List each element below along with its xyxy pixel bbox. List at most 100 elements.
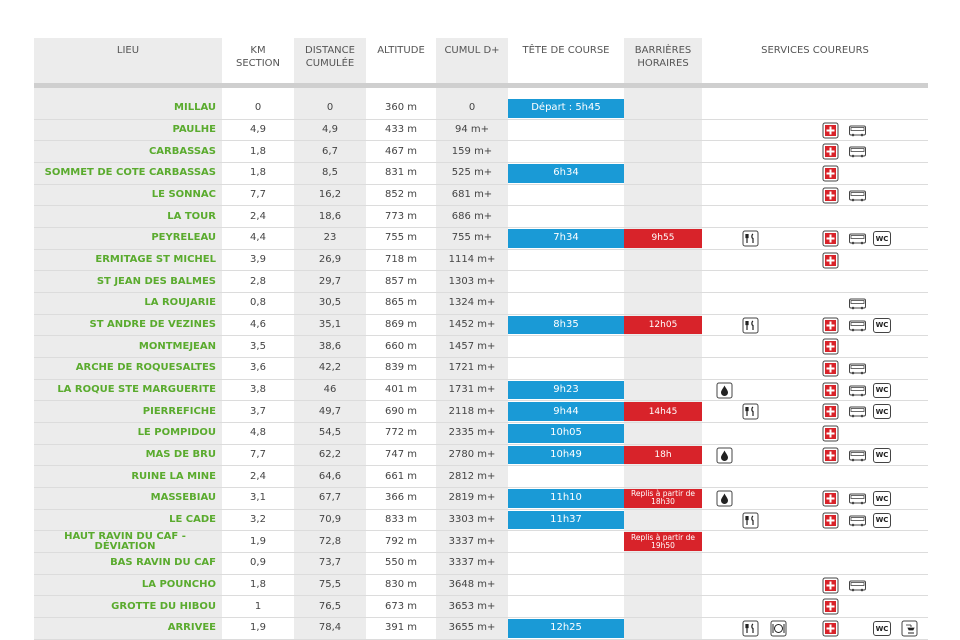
water-icon <box>716 490 733 507</box>
row-divider <box>34 573 928 575</box>
aid-glyph <box>822 447 838 464</box>
row-divider <box>34 292 928 294</box>
place-name: SOMMET DE COTE CARBASSAS <box>44 167 216 179</box>
row-divider <box>34 422 928 424</box>
food-icon <box>742 317 759 334</box>
place-name: MASSEBIAU <box>150 492 216 504</box>
aid-icon <box>822 187 839 204</box>
cutoff-time: 12h05 <box>624 315 702 335</box>
table-cell: 673 m <box>384 600 417 612</box>
table-cell: 3655 m+ <box>448 622 496 634</box>
table-cell: 1114 m+ <box>448 254 496 266</box>
row-divider <box>34 487 928 489</box>
table-cell: 681 m+ <box>451 189 493 200</box>
table-cell: 75,5 <box>318 579 342 591</box>
aid-icon <box>822 403 839 420</box>
table-cell: 3337 m+ <box>448 535 496 547</box>
column-bg <box>702 38 928 640</box>
row-divider <box>34 162 928 163</box>
row-divider <box>34 335 928 337</box>
table-cell: 3337 m+ <box>448 557 496 569</box>
leader-time: 9h23 <box>508 380 624 400</box>
table-cell: 76,5 <box>318 600 342 612</box>
table-cell: 833 m <box>384 514 417 526</box>
bus-icon <box>848 577 866 594</box>
bus-glyph <box>848 233 866 245</box>
table-cell: 1324 m+ <box>448 297 496 309</box>
table-cell: 4,9 <box>322 123 338 135</box>
table-cell: 16,2 <box>318 189 342 200</box>
food-icon <box>742 620 759 637</box>
place-name: ERMITAGE ST MICHEL <box>95 254 216 266</box>
aid-glyph <box>822 252 838 269</box>
place-name: ARRIVEE <box>167 622 216 634</box>
table-cell: 3,7 <box>250 405 266 417</box>
aid-icon <box>822 143 839 160</box>
food-icon <box>742 512 759 529</box>
table-cell: 792 m <box>384 535 417 547</box>
table-cell: 94 m+ <box>454 123 490 135</box>
row-divider <box>34 595 928 597</box>
table-cell: 73,7 <box>318 557 342 569</box>
table-cell: 72,8 <box>318 535 342 547</box>
food-icon <box>742 403 759 420</box>
table-cell: 830 m <box>384 579 417 591</box>
table-cell: 3653 m+ <box>448 600 496 612</box>
table-cell: 4,8 <box>250 427 266 439</box>
aid-icon <box>822 598 839 615</box>
bus-icon <box>848 295 866 312</box>
row-divider <box>34 465 928 467</box>
table-cell: 686 m+ <box>451 210 493 222</box>
column-header: LIEU <box>116 45 140 56</box>
table-cell: 2335 m+ <box>448 427 496 439</box>
table-cell: 3,9 <box>250 254 266 266</box>
bus-glyph <box>848 493 866 505</box>
table-cell: 1721 m+ <box>448 362 496 374</box>
table-cell: 3303 m+ <box>448 514 496 526</box>
bus-icon <box>848 447 866 464</box>
place-name: RUINE LA MINE <box>131 470 216 482</box>
aid-glyph <box>822 122 838 139</box>
table-cell: 0 <box>326 102 334 114</box>
place-name: PEYRELEAU <box>151 232 216 244</box>
place-name: BAS RAVIN DU CAF <box>110 557 216 569</box>
bus-glyph <box>848 320 866 331</box>
aid-glyph <box>822 317 838 334</box>
aid-icon <box>822 360 839 377</box>
aid-icon <box>822 512 839 529</box>
aid-glyph <box>822 490 838 507</box>
place-name: MAS DE BRU <box>145 449 216 461</box>
row-divider <box>34 552 928 554</box>
place-name: LE SONNAC <box>151 189 216 200</box>
row-divider <box>34 118 928 120</box>
table-cell: 0 <box>468 102 476 114</box>
table-cell: 0,8 <box>250 297 266 309</box>
table-cell: 46 <box>323 384 337 396</box>
place-name: LA POUNCHO <box>141 579 216 591</box>
bus-glyph <box>848 146 866 158</box>
place-name: ARCHE DE ROQUESALTES <box>75 362 216 374</box>
table-cell: 70,9 <box>318 514 342 526</box>
bus-icon <box>848 490 866 507</box>
aid-icon <box>822 122 839 139</box>
table-cell: 1,9 <box>250 622 266 634</box>
table-cell: 3,8 <box>250 384 266 396</box>
table-cell: 7,7 <box>250 189 266 200</box>
aid-glyph <box>822 187 838 204</box>
wc-icon: WC <box>873 447 891 463</box>
row-divider <box>34 443 928 445</box>
place-name: LA ROUJARIE <box>144 297 216 309</box>
place-name: PIERREFICHE <box>142 405 216 417</box>
table-cell: 660 m <box>384 340 417 352</box>
table-cell: 391 m <box>384 622 417 634</box>
column-bg <box>508 38 624 640</box>
leader-time: 7h34 <box>508 229 624 248</box>
table-cell: 3648 m+ <box>448 579 496 591</box>
aid-icon <box>822 165 839 182</box>
aid-icon <box>822 447 839 464</box>
leader-time: Départ : 5h45 <box>508 99 624 118</box>
table-cell: 1452 m+ <box>448 319 496 331</box>
place-name: GROTTE DU HIBOU <box>111 600 216 612</box>
leader-time: 6h34 <box>508 164 624 183</box>
